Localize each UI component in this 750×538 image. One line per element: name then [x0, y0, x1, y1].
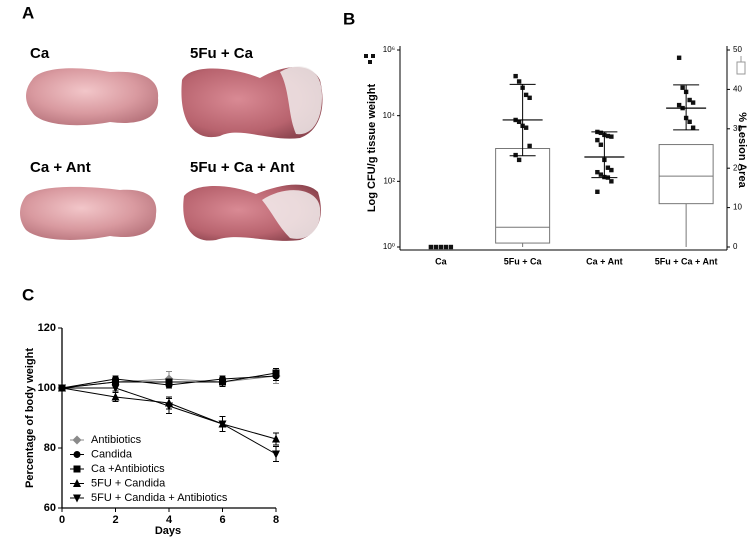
legend-marker — [73, 494, 81, 503]
data-point — [527, 143, 532, 149]
y-axis-label: Log CFU/g tissue weight — [366, 84, 378, 213]
legend-marker — [73, 465, 81, 473]
y-tick-label: 100 — [38, 382, 56, 394]
data-point — [605, 165, 611, 170]
marker — [272, 369, 280, 377]
data-point — [516, 119, 522, 125]
marker — [165, 402, 173, 411]
y-axis-label: Percentage of body weight — [24, 348, 36, 488]
legend-marker — [73, 451, 81, 458]
data-point — [595, 137, 600, 143]
x-axis-label: Days — [155, 525, 181, 537]
y2-tick-label: 10 — [733, 203, 742, 212]
marker — [272, 434, 280, 443]
data-point — [687, 97, 692, 103]
y2-tick-label: 20 — [733, 163, 742, 172]
x-tick-label: 4 — [166, 514, 173, 526]
legend-label: Antibiotics — [91, 434, 142, 446]
x-tick-label: 8 — [273, 514, 279, 526]
marker — [218, 420, 227, 429]
y-tick-label: 10⁴ — [383, 111, 396, 120]
data-point — [598, 130, 604, 136]
data-point — [527, 95, 532, 101]
data-point — [595, 169, 600, 175]
data-point — [523, 92, 529, 98]
y2-tick-label: 0 — [733, 242, 738, 251]
y-tick-label: 80 — [44, 442, 56, 454]
lesion — [280, 66, 322, 135]
tongue-photo — [20, 186, 157, 240]
x-tick-label: 0 — [59, 514, 65, 526]
panel-letter: A — [22, 3, 34, 22]
data-point — [598, 172, 604, 177]
y2-tick-label: 40 — [733, 85, 742, 94]
data-point — [609, 134, 614, 139]
x-tick-label: 6 — [219, 514, 225, 526]
y-tick-label: 10² — [383, 176, 395, 185]
marker — [112, 378, 119, 386]
tongue-photo — [26, 68, 159, 126]
legend-label: Candida — [91, 448, 133, 460]
photo-label: Ca + Ant — [30, 159, 91, 176]
data-point — [605, 133, 611, 139]
data-point — [516, 79, 522, 84]
marker — [111, 392, 120, 401]
y2-tick-label: 50 — [733, 45, 742, 54]
y-tick-label: 120 — [38, 322, 56, 334]
box — [495, 148, 551, 244]
marker — [219, 378, 226, 386]
box — [658, 144, 714, 205]
legend-marker — [73, 479, 81, 487]
data-point — [676, 55, 682, 60]
data-point — [680, 85, 685, 90]
data-point — [609, 179, 614, 184]
data-point — [516, 157, 522, 163]
y2-axis-label: % Lesion Area — [736, 112, 748, 188]
data-point — [428, 244, 434, 250]
legend-marker — [72, 435, 82, 445]
x-tick-label: Ca — [435, 256, 447, 266]
panel-letter: C — [22, 285, 34, 304]
marker — [58, 384, 66, 393]
data-point — [690, 125, 696, 130]
y-tick-label: 60 — [44, 502, 56, 514]
y-tick-label: 10⁰ — [383, 242, 395, 251]
data-point — [523, 125, 529, 130]
x-tick-label: Ca + Ant — [586, 256, 622, 266]
data-point — [687, 119, 692, 125]
legend-label: 5FU + Candida — [91, 477, 166, 489]
data-point — [690, 100, 696, 105]
data-point — [433, 244, 439, 250]
legend-label: 5FU + Candida + Antibiotics — [91, 492, 228, 504]
data-point — [438, 244, 444, 250]
lesion — [262, 190, 321, 239]
panel-letter: B — [343, 9, 355, 28]
x-tick-label: 5Fu + Ca + Ant — [655, 256, 718, 266]
marker — [165, 378, 173, 386]
legend-label: Ca +Antibiotics — [91, 463, 165, 475]
data-point — [513, 73, 518, 79]
data-point — [676, 102, 682, 108]
photo-label: 5Fu + Ca + Ant — [190, 159, 294, 176]
data-point — [609, 167, 614, 173]
x-tick-label: 5Fu + Ca — [504, 256, 543, 266]
data-point — [595, 189, 600, 194]
y-tick-label: 10⁶ — [383, 45, 395, 54]
photo-label: Ca — [30, 45, 50, 62]
data-point — [448, 244, 454, 250]
data-point — [443, 244, 449, 250]
photo-label: 5Fu + Ca — [190, 45, 254, 62]
marker — [111, 384, 120, 393]
y2-tick-label: 30 — [733, 124, 742, 133]
data-point — [598, 142, 604, 147]
legend-icon — [364, 54, 746, 75]
marker — [272, 450, 280, 459]
x-tick-label: 2 — [112, 514, 118, 526]
data-point — [513, 152, 518, 158]
